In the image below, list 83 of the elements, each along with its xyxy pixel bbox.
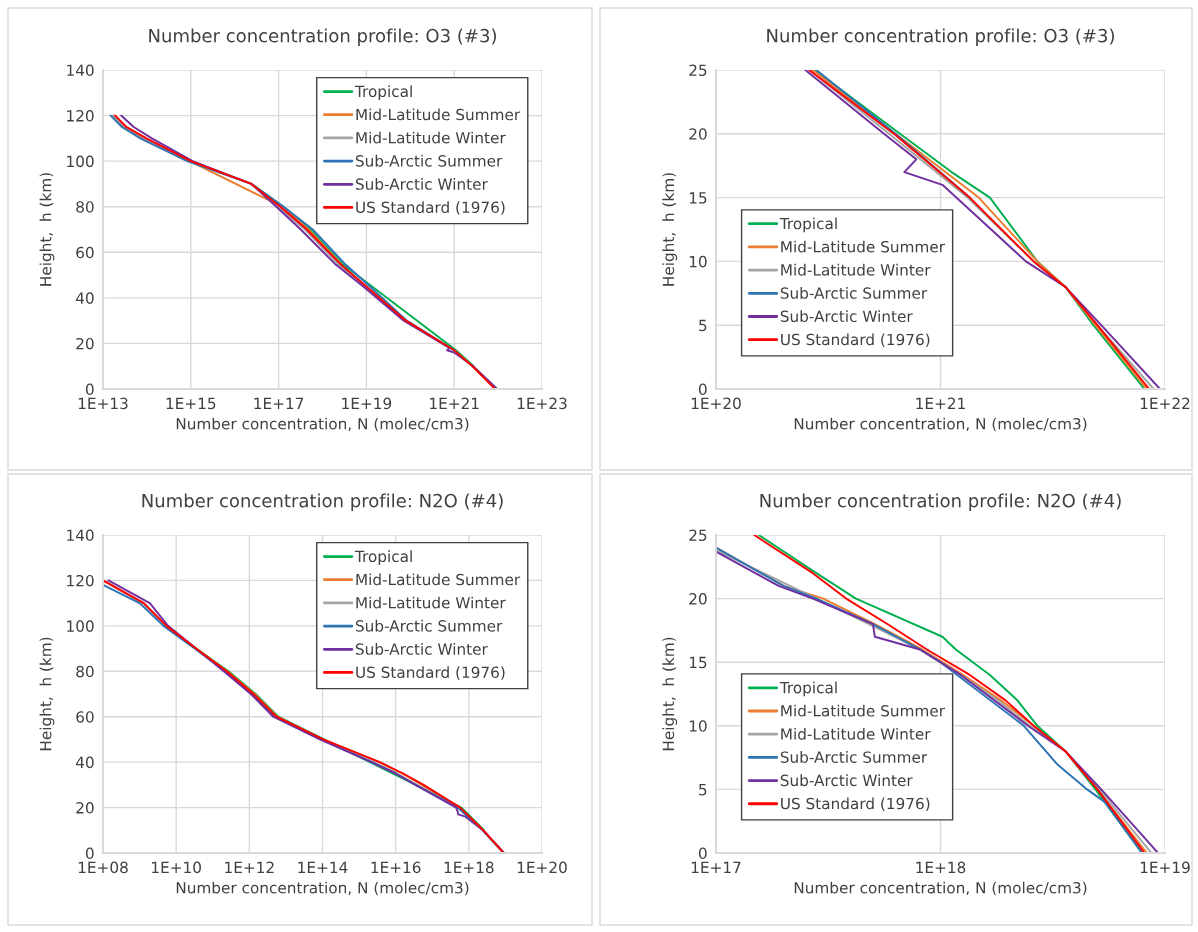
legend-label: Tropical [779, 681, 837, 697]
x-axis-title: Number concentration, N (molec/cm3) [794, 417, 1087, 432]
chart-title: Number concentration profile: O3 (#3) [767, 28, 1114, 46]
y-tick-label: 5 [699, 319, 707, 332]
y-tick-label: 100 [67, 620, 94, 632]
y-tick-label: 60 [76, 246, 94, 259]
y-axis-title: Height, h (km) [662, 173, 678, 286]
y-tick-label: 15 [689, 192, 707, 204]
y-tick-label: 0 [85, 383, 94, 396]
y-axis-title: Height, h (km) [39, 637, 55, 751]
legend-label: Mid-Latitude Summer [356, 573, 521, 586]
x-tick-label: 1E+13 [78, 397, 128, 410]
legend-label: US Standard (1976) [781, 797, 930, 812]
y-tick-label: 60 [76, 711, 94, 723]
y-tick-label: 5 [699, 784, 707, 796]
x-tick-label: 1E+18 [916, 861, 966, 874]
x-tick-label: 1E+21 [916, 397, 965, 409]
legend-label: US Standard (1976) [356, 666, 505, 680]
legend-label: Mid-Latitude Winter [781, 727, 931, 740]
y-tick-label: 25 [689, 529, 707, 542]
x-axis-title: Number concentration, N (molec/cm3) [176, 417, 469, 432]
legend-label: Mid-Latitude Winter [781, 263, 931, 276]
y-tick-label: 20 [689, 128, 707, 140]
y-tick-label: 0 [698, 383, 707, 396]
legend-label: Sub-Arctic Winter [780, 310, 913, 323]
y-tick-label: 0 [698, 847, 707, 860]
x-tick-label: 1E+19 [1140, 861, 1190, 874]
chart-title: Number concentration profile: N2O (#4) [760, 493, 1121, 511]
legend-label: Mid-Latitude Summer [781, 240, 945, 253]
x-tick-label: 1E+14 [298, 861, 348, 873]
legend-label: Sub-Arctic Winter [355, 643, 488, 655]
legend-label: Mid-Latitude Winter [356, 596, 506, 609]
y-tick-label: 140 [67, 64, 94, 77]
x-tick-label: 1E+20 [517, 861, 567, 874]
x-tick-label: 1E+20 [691, 397, 741, 410]
x-tick-label: 1E+08 [78, 861, 128, 874]
legend-label: Tropical [354, 85, 412, 101]
y-axis-title: Height, h (km) [662, 637, 678, 751]
legend-label: Sub-Arctic Summer [780, 751, 928, 763]
y-axis-title: Height, h (km) [39, 173, 55, 286]
legend-label: Sub-Arctic Summer [780, 287, 928, 299]
legend-label: US Standard (1976) [356, 201, 505, 215]
y-tick-label: 10 [689, 255, 707, 268]
x-tick-label: 1E+17 [691, 861, 741, 873]
y-tick-label: 25 [689, 64, 707, 77]
y-tick-label: 15 [689, 656, 707, 669]
y-tick-label: 140 [67, 529, 94, 542]
y-tick-label: 0 [85, 847, 94, 860]
x-tick-label: 1E+22 [1140, 397, 1190, 409]
y-tick-label: 120 [67, 574, 94, 587]
y-tick-label: 100 [67, 155, 94, 168]
x-tick-label: 1E+15 [166, 397, 216, 410]
legend-label: Sub-Arctic Winter [355, 178, 488, 190]
y-tick-label: 120 [67, 110, 94, 122]
x-tick-label: 1E+18 [444, 861, 494, 874]
y-tick-label: 20 [689, 593, 707, 605]
x-axis-title: Number concentration, N (molec/cm3) [176, 881, 469, 896]
legend-label: US Standard (1976) [781, 333, 930, 348]
y-tick-label: 20 [76, 802, 94, 814]
x-tick-label: 1E+19 [342, 397, 392, 410]
legend-label: Mid-Latitude Summer [356, 108, 521, 121]
legend-label: Mid-Latitude Winter [356, 131, 506, 144]
legend-label: Sub-Arctic Winter [780, 774, 913, 787]
y-tick-label: 10 [689, 720, 707, 732]
y-tick-label: 40 [75, 756, 94, 769]
x-tick-label: 1E+23 [517, 397, 567, 410]
x-tick-label: 1E+10 [152, 861, 201, 874]
x-axis-title: Number concentration, N (molec/cm3) [794, 881, 1087, 896]
x-tick-label: 1E+17 [254, 397, 304, 409]
legend-label: Tropical [354, 550, 412, 566]
legend-label: Tropical [779, 217, 837, 233]
chart-title: Number concentration profile: N2O (#4) [142, 493, 503, 511]
chart-title: Number concentration profile: O3 (#3) [149, 28, 496, 46]
x-tick-label: 1E+21 [430, 397, 479, 409]
x-tick-label: 1E+12 [225, 861, 274, 873]
legend-label: Sub-Arctic Summer [355, 619, 503, 632]
y-tick-label: 80 [76, 201, 94, 213]
y-tick-label: 20 [76, 337, 94, 350]
y-tick-label: 40 [75, 292, 94, 304]
legend-label: Sub-Arctic Summer [355, 154, 503, 167]
legend-label: Mid-Latitude Summer [781, 704, 945, 717]
y-tick-label: 80 [76, 665, 94, 678]
x-tick-label: 1E+16 [371, 861, 421, 874]
